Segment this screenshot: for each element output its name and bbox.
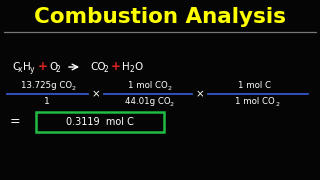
Text: ×: ×	[196, 89, 204, 99]
Bar	[36, 112, 164, 132]
Text: +: +	[38, 60, 48, 73]
Text: ×: ×	[92, 89, 100, 99]
Text: +: +	[111, 60, 121, 73]
Text: 2: 2	[168, 86, 172, 91]
Text: 2: 2	[169, 102, 173, 107]
Text: y: y	[30, 66, 35, 75]
Text: 44.01g CO: 44.01g CO	[125, 98, 171, 107]
Text: x: x	[18, 66, 22, 75]
Text: 0.3119  mol C: 0.3119 mol C	[66, 117, 134, 127]
Text: H: H	[23, 62, 31, 72]
Text: 2: 2	[103, 66, 108, 75]
Text: 2: 2	[56, 66, 61, 75]
Text: 1 mol CO: 1 mol CO	[128, 82, 168, 91]
Text: 1 mol CO: 1 mol CO	[235, 98, 275, 107]
Text: 1 mol C: 1 mol C	[238, 82, 271, 91]
Text: 2: 2	[129, 66, 134, 75]
Text: =: =	[10, 116, 20, 129]
Text: O: O	[49, 62, 57, 72]
Text: CO: CO	[90, 62, 106, 72]
Text: 1: 1	[44, 98, 50, 107]
Text: 2: 2	[276, 102, 280, 107]
Text: O: O	[134, 62, 142, 72]
Text: C: C	[12, 62, 20, 72]
Text: Combustion Analysis: Combustion Analysis	[34, 7, 286, 27]
Text: H: H	[122, 62, 130, 72]
Text: 2: 2	[71, 86, 75, 91]
Text: 13.725g CO: 13.725g CO	[21, 82, 73, 91]
